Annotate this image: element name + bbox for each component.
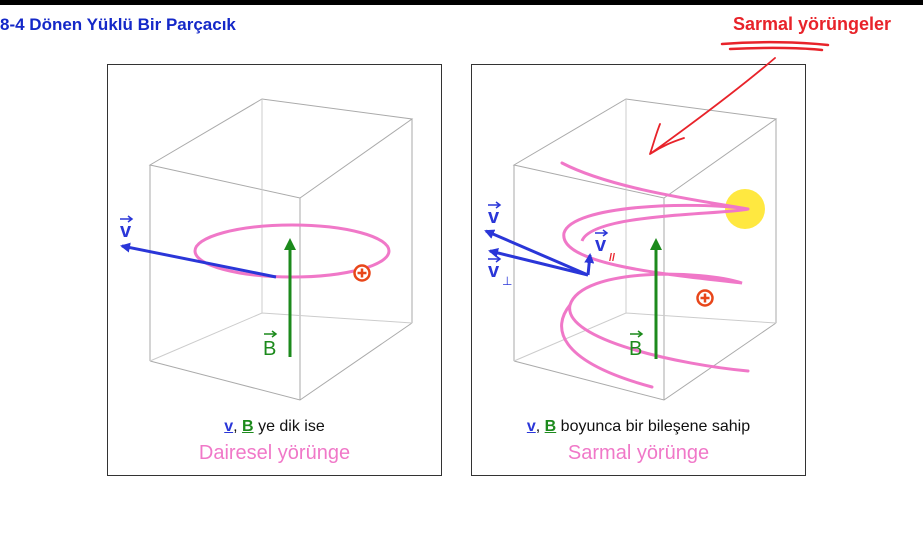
svg-text:v: v bbox=[120, 220, 132, 242]
caption-separator: , bbox=[535, 418, 541, 435]
field-label: B bbox=[263, 330, 278, 360]
cube-wireframe bbox=[148, 98, 414, 401]
helical-orbit-diagram: v v ⊥ v // B bbox=[484, 98, 778, 401]
circular-orbit bbox=[193, 223, 391, 279]
helical-orbit bbox=[560, 161, 750, 389]
velocity-label: v bbox=[488, 201, 502, 228]
velocity-perpendicular-arrow bbox=[488, 248, 589, 277]
positive-charge bbox=[696, 289, 714, 307]
circular-orbit-diagram: v B bbox=[120, 98, 414, 401]
svg-text:B: B bbox=[263, 338, 276, 360]
velocity-label: v bbox=[120, 215, 134, 242]
svg-text:v: v bbox=[488, 260, 500, 282]
caption-b: B bbox=[544, 418, 557, 435]
caption-title: Sarmal yörünge bbox=[567, 442, 710, 464]
svg-text:v: v bbox=[488, 206, 500, 228]
velocity-perpendicular-label: v ⊥ bbox=[488, 255, 512, 288]
circular-orbit-panel: v B v, B ye dik ise Dairesel yörünge bbox=[107, 64, 442, 476]
velocity-arrow bbox=[120, 242, 277, 279]
annotation-label: Sarmal yörüngeler bbox=[733, 14, 892, 34]
caption-b: B bbox=[242, 418, 254, 435]
caption-title: Dairesel yörünge bbox=[198, 442, 351, 464]
caption-separator: , bbox=[233, 418, 238, 435]
caption-text: boyunca bir bileşene sahip bbox=[560, 418, 751, 435]
caption-v: v bbox=[224, 418, 234, 435]
svg-text:v: v bbox=[595, 234, 607, 256]
svg-text:⊥: ⊥ bbox=[502, 274, 512, 288]
top-bar bbox=[0, 0, 923, 5]
velocity-arrow bbox=[484, 229, 589, 277]
svg-text:B: B bbox=[629, 338, 642, 360]
annotation-underline bbox=[720, 40, 830, 52]
cube-wireframe bbox=[512, 98, 778, 401]
positive-charge bbox=[353, 264, 371, 282]
helical-orbit-panel: v v ⊥ v // B v, B boyunca bir bileşene s… bbox=[471, 64, 806, 476]
caption-v: v bbox=[526, 418, 536, 435]
caption-text: ye dik ise bbox=[258, 418, 325, 435]
caption-condition: v, B boyunca bir bileşene sahip bbox=[472, 418, 805, 436]
velocity-parallel-label: v // bbox=[595, 229, 615, 264]
page-title: 8-4 Dönen Yüklü Bir Parçacık bbox=[0, 15, 236, 34]
field-label: B bbox=[629, 330, 644, 360]
velocity-parallel-arrow bbox=[584, 253, 595, 276]
svg-text://: // bbox=[609, 252, 615, 264]
caption-condition: v, B ye dik ise bbox=[108, 418, 441, 436]
